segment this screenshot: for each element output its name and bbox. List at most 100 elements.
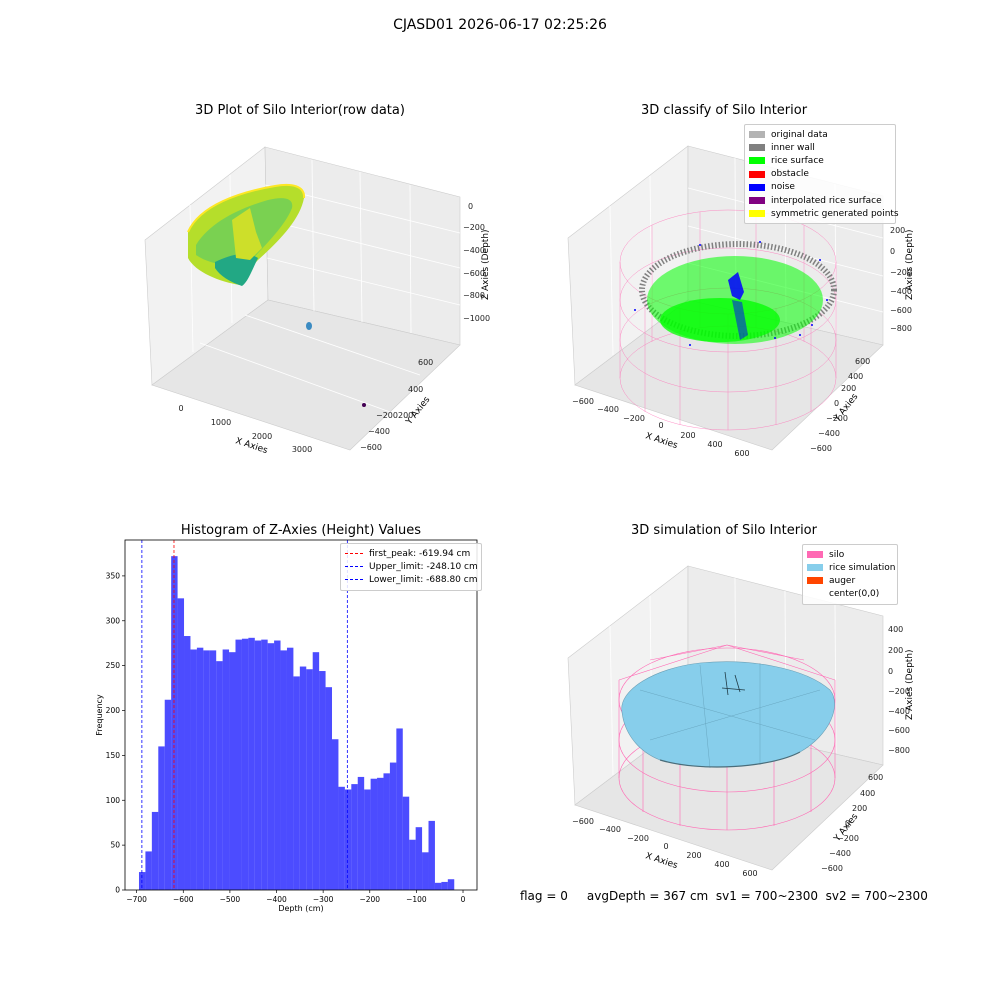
legend-item: obstacle bbox=[749, 168, 891, 181]
histogram-bar bbox=[222, 649, 230, 890]
legend-swatch bbox=[749, 157, 765, 165]
histogram-bar bbox=[209, 650, 217, 890]
histogram-bar bbox=[216, 661, 223, 890]
legend-swatch bbox=[749, 197, 765, 205]
histogram-bar bbox=[332, 739, 339, 890]
legend-swatch bbox=[807, 551, 823, 559]
histogram-bar bbox=[145, 851, 152, 890]
histogram-y-axis-label: Frequency bbox=[95, 694, 104, 736]
histogram-bar bbox=[422, 852, 429, 890]
raw-plot-title: 3D Plot of Silo Interior(row data) bbox=[195, 103, 405, 118]
classify-plot-title: 3D classify of Silo Interior bbox=[640, 103, 808, 118]
legend-label: center(0,0) bbox=[829, 589, 880, 600]
histogram-bar bbox=[293, 676, 300, 890]
legend-label: symmetric generated points bbox=[771, 208, 899, 219]
histogram-bar bbox=[158, 746, 165, 890]
legend-swatch bbox=[345, 566, 363, 568]
histogram-bar bbox=[190, 649, 197, 890]
histogram-x-tick-label: −200 bbox=[359, 895, 380, 904]
legend-item: rice simulation bbox=[807, 561, 896, 574]
histogram-bar bbox=[164, 699, 172, 890]
histogram-bar bbox=[338, 786, 345, 890]
histogram-x-tick-label: −100 bbox=[406, 895, 427, 904]
histogram-bar bbox=[196, 647, 204, 890]
histogram-bar bbox=[441, 881, 448, 890]
histogram-bar bbox=[274, 640, 281, 890]
legend-label: auger bbox=[829, 575, 856, 586]
histogram-x-tick-label: −500 bbox=[220, 895, 241, 904]
histogram-bar bbox=[325, 687, 333, 890]
histogram-x-tick-label: 0 bbox=[461, 895, 466, 904]
classify-legend: original data inner wall rice surface obsta… bbox=[744, 124, 899, 225]
histogram-bar bbox=[319, 671, 326, 890]
legend-swatch bbox=[807, 577, 823, 585]
legend-item: original data bbox=[749, 128, 891, 141]
legend-swatch bbox=[749, 131, 765, 139]
histogram-y-tick-label: 300 bbox=[106, 616, 121, 625]
legend-label: Upper_limit: -248.10 cm bbox=[369, 561, 478, 572]
legend-item: Lower_limit: -688.80 cm bbox=[345, 573, 477, 586]
histogram-bar bbox=[286, 647, 294, 890]
legend-swatch bbox=[345, 553, 363, 555]
histogram-bar bbox=[447, 879, 455, 890]
legend-swatch bbox=[749, 210, 765, 218]
histogram-legend: first_peak: -619.94 cm Upper_limit: -248.… bbox=[340, 543, 482, 591]
legend-label: first_peak: -619.94 cm bbox=[369, 548, 471, 559]
legend-label: inner wall bbox=[771, 142, 815, 153]
legend-label: original data bbox=[771, 129, 828, 140]
legend-item: auger bbox=[807, 574, 893, 587]
histogram-title: Histogram of Z-Axies (Height) Values bbox=[180, 523, 422, 538]
legend-swatch bbox=[807, 591, 823, 598]
legend-item: symmetric generated points bbox=[749, 207, 899, 220]
histogram-y-tick-label: 200 bbox=[106, 706, 121, 715]
histogram-bar bbox=[280, 650, 287, 890]
histogram-bar bbox=[364, 789, 371, 890]
histogram-frame bbox=[124, 539, 478, 891]
histogram-bar bbox=[184, 636, 191, 890]
histogram-x-axis-label: Depth (cm) bbox=[278, 904, 323, 913]
histogram-x-tick-label: −400 bbox=[266, 895, 287, 904]
legend-label: silo bbox=[829, 549, 845, 560]
histogram-y-tick-label: 100 bbox=[106, 796, 121, 805]
legend-label: interpolated rice surface bbox=[771, 195, 882, 206]
legend-swatch bbox=[345, 579, 363, 581]
legend-item: noise bbox=[749, 181, 891, 194]
legend-swatch bbox=[749, 144, 765, 152]
histogram-bar bbox=[396, 728, 403, 890]
histogram-y-tick-label: 350 bbox=[106, 571, 121, 580]
histogram-x-tick-label: −700 bbox=[126, 895, 147, 904]
simulation-plot-title: 3D simulation of Silo Interior bbox=[631, 523, 817, 538]
histogram-bar bbox=[370, 778, 378, 890]
histogram-y-tick-label: 150 bbox=[106, 751, 121, 760]
histogram-bar bbox=[229, 652, 236, 890]
simulation-legend: silo rice simulation auger center(0,0) bbox=[802, 544, 898, 605]
histogram-bar bbox=[299, 666, 307, 890]
histogram-bar bbox=[203, 650, 210, 890]
histogram-bar bbox=[151, 811, 159, 890]
legend-item: rice surface bbox=[749, 154, 891, 167]
histogram-bar bbox=[254, 640, 262, 890]
status-footer: flag = 0 avgDepth = 367 cm sv1 = 700~230… bbox=[520, 889, 928, 903]
legend-label: rice surface bbox=[771, 155, 824, 166]
legend-item: Upper_limit: -248.10 cm bbox=[345, 560, 478, 573]
legend-item: center(0,0) bbox=[807, 588, 893, 601]
histogram-bar bbox=[357, 776, 365, 890]
histogram-bar bbox=[415, 827, 423, 890]
histogram-bar bbox=[351, 784, 358, 890]
legend-item: silo bbox=[807, 548, 893, 561]
figure-title: CJASD01 2026-06-17 02:25:26 bbox=[393, 17, 607, 33]
histogram-bar bbox=[177, 598, 185, 890]
histogram-bar bbox=[428, 820, 435, 890]
histogram-bar bbox=[241, 638, 249, 890]
legend-label: rice simulation bbox=[829, 562, 896, 573]
histogram-bar bbox=[377, 777, 384, 890]
histogram-bar bbox=[248, 637, 255, 890]
histogram-y-tick-label: 250 bbox=[106, 661, 121, 670]
histogram-bar bbox=[312, 652, 320, 890]
legend-swatch bbox=[749, 183, 765, 191]
histogram-bar bbox=[383, 773, 390, 890]
legend-label: noise bbox=[771, 182, 795, 193]
histogram-x-tick-label: −300 bbox=[313, 895, 334, 904]
legend-item: first_peak: -619.94 cm bbox=[345, 547, 477, 560]
